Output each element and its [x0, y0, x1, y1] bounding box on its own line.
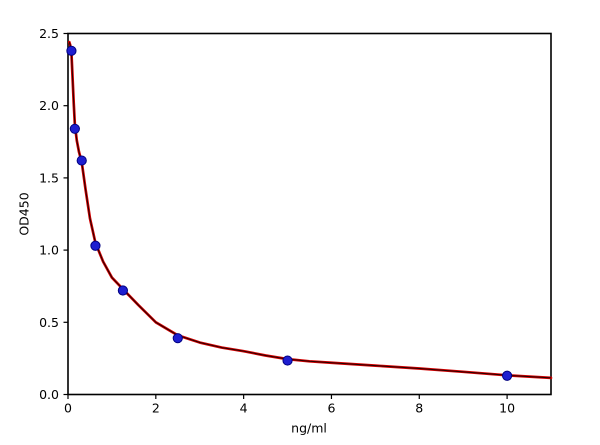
x-tick-label: 0 [64, 401, 72, 416]
x-tick-label: 10 [499, 401, 515, 416]
y-tick-label: 1.5 [39, 170, 59, 185]
x-tick-label: 2 [152, 401, 160, 416]
data-point [66, 45, 77, 56]
x-axis-label: ng/ml [291, 420, 327, 436]
y-tick-label: 2.0 [39, 98, 59, 113]
data-point [501, 370, 513, 381]
data-point [76, 155, 87, 166]
y-tick-label: 0.5 [39, 315, 59, 330]
y-tick-label: 2.5 [39, 26, 59, 41]
data-point [282, 355, 293, 366]
fit-curve [67, 40, 553, 380]
y-tick-label: 0.0 [39, 387, 59, 402]
x-tick-label: 8 [415, 401, 423, 416]
x-tick-label: 6 [327, 401, 335, 416]
plot-border [67, 32, 552, 396]
x-tick-label: 4 [240, 401, 248, 416]
data-point [90, 240, 101, 251]
fit-curve-core [68, 42, 552, 379]
y-axis-label: OD450 [16, 192, 32, 236]
data-point [69, 123, 80, 134]
data-point [172, 333, 183, 344]
data-point [117, 285, 128, 296]
y-tick-label: 1.0 [39, 243, 59, 258]
